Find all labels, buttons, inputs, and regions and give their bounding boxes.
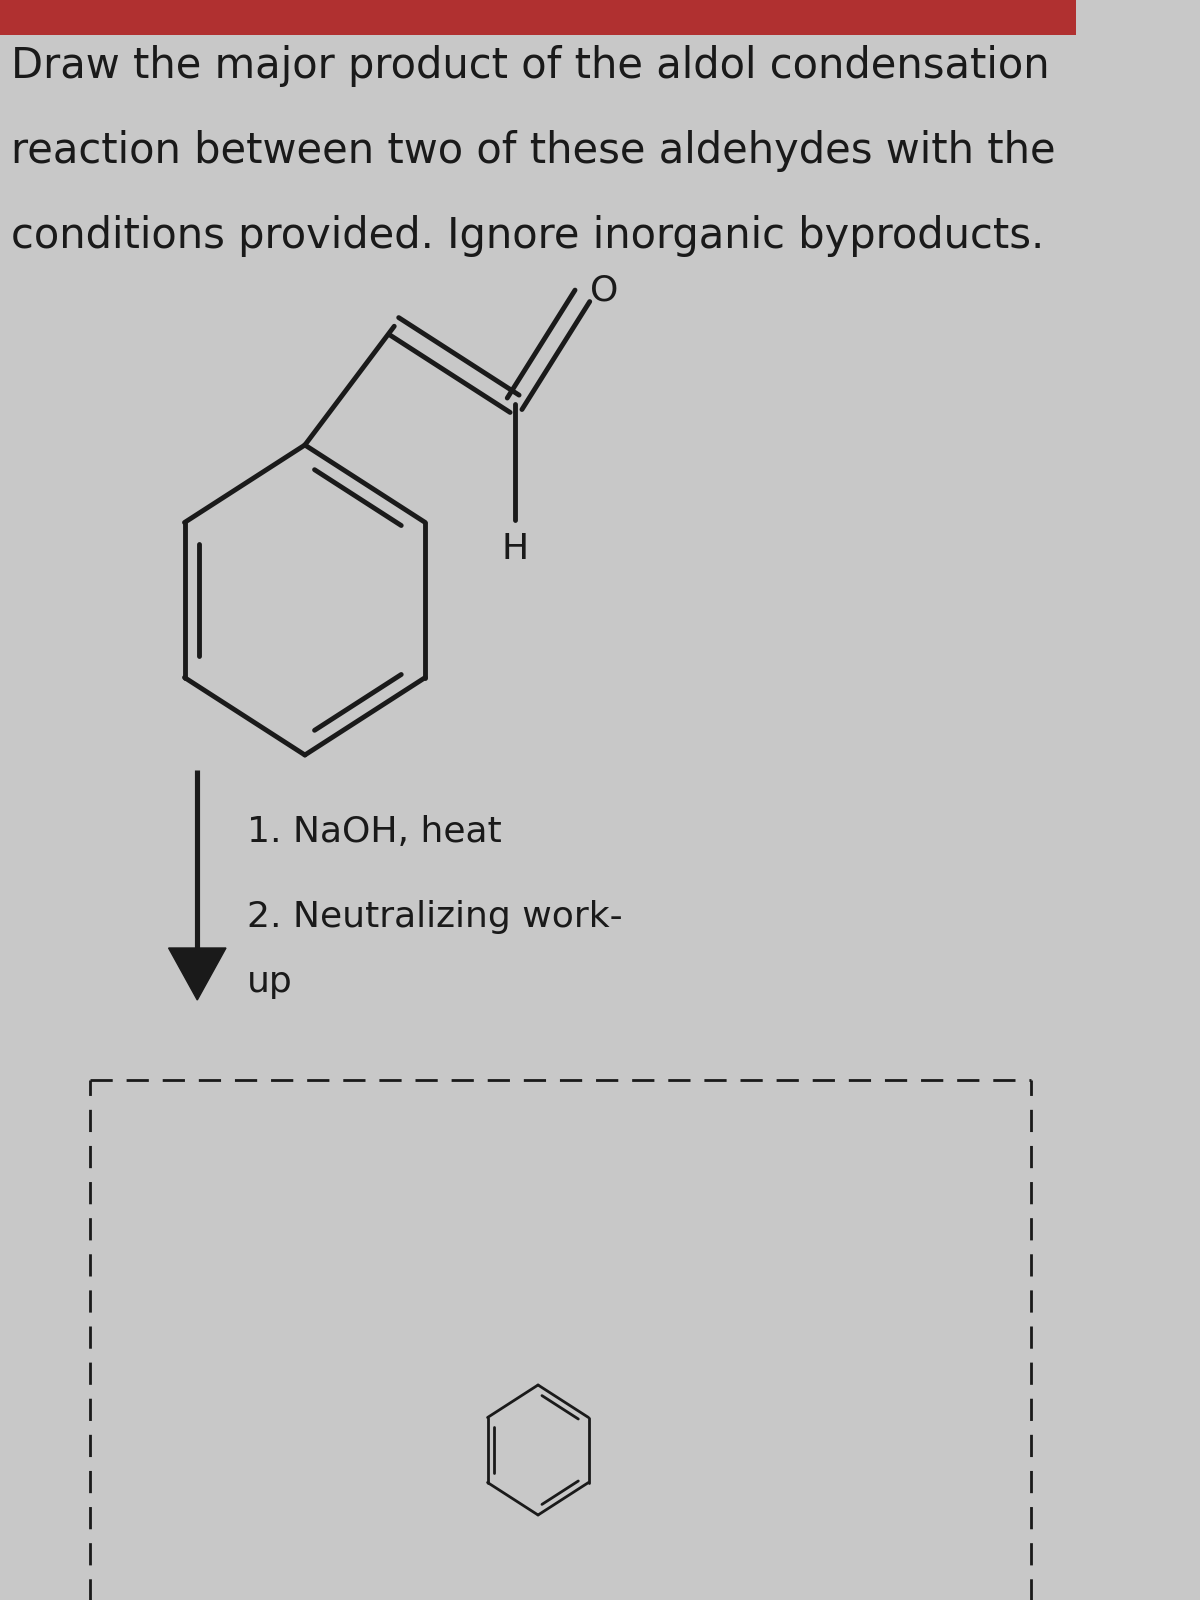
FancyBboxPatch shape	[0, 0, 1076, 35]
Text: 1. NaOH, heat: 1. NaOH, heat	[247, 814, 502, 850]
Text: 2. Neutralizing work-: 2. Neutralizing work-	[247, 899, 623, 934]
Text: up: up	[247, 965, 293, 998]
Text: conditions provided. Ignore inorganic byproducts.: conditions provided. Ignore inorganic by…	[11, 214, 1044, 258]
Text: Draw the major product of the aldol condensation: Draw the major product of the aldol cond…	[11, 45, 1049, 86]
Polygon shape	[168, 947, 226, 1000]
Text: reaction between two of these aldehydes with the: reaction between two of these aldehydes …	[11, 130, 1055, 171]
Text: O: O	[589, 274, 618, 307]
Text: H: H	[502, 533, 528, 566]
